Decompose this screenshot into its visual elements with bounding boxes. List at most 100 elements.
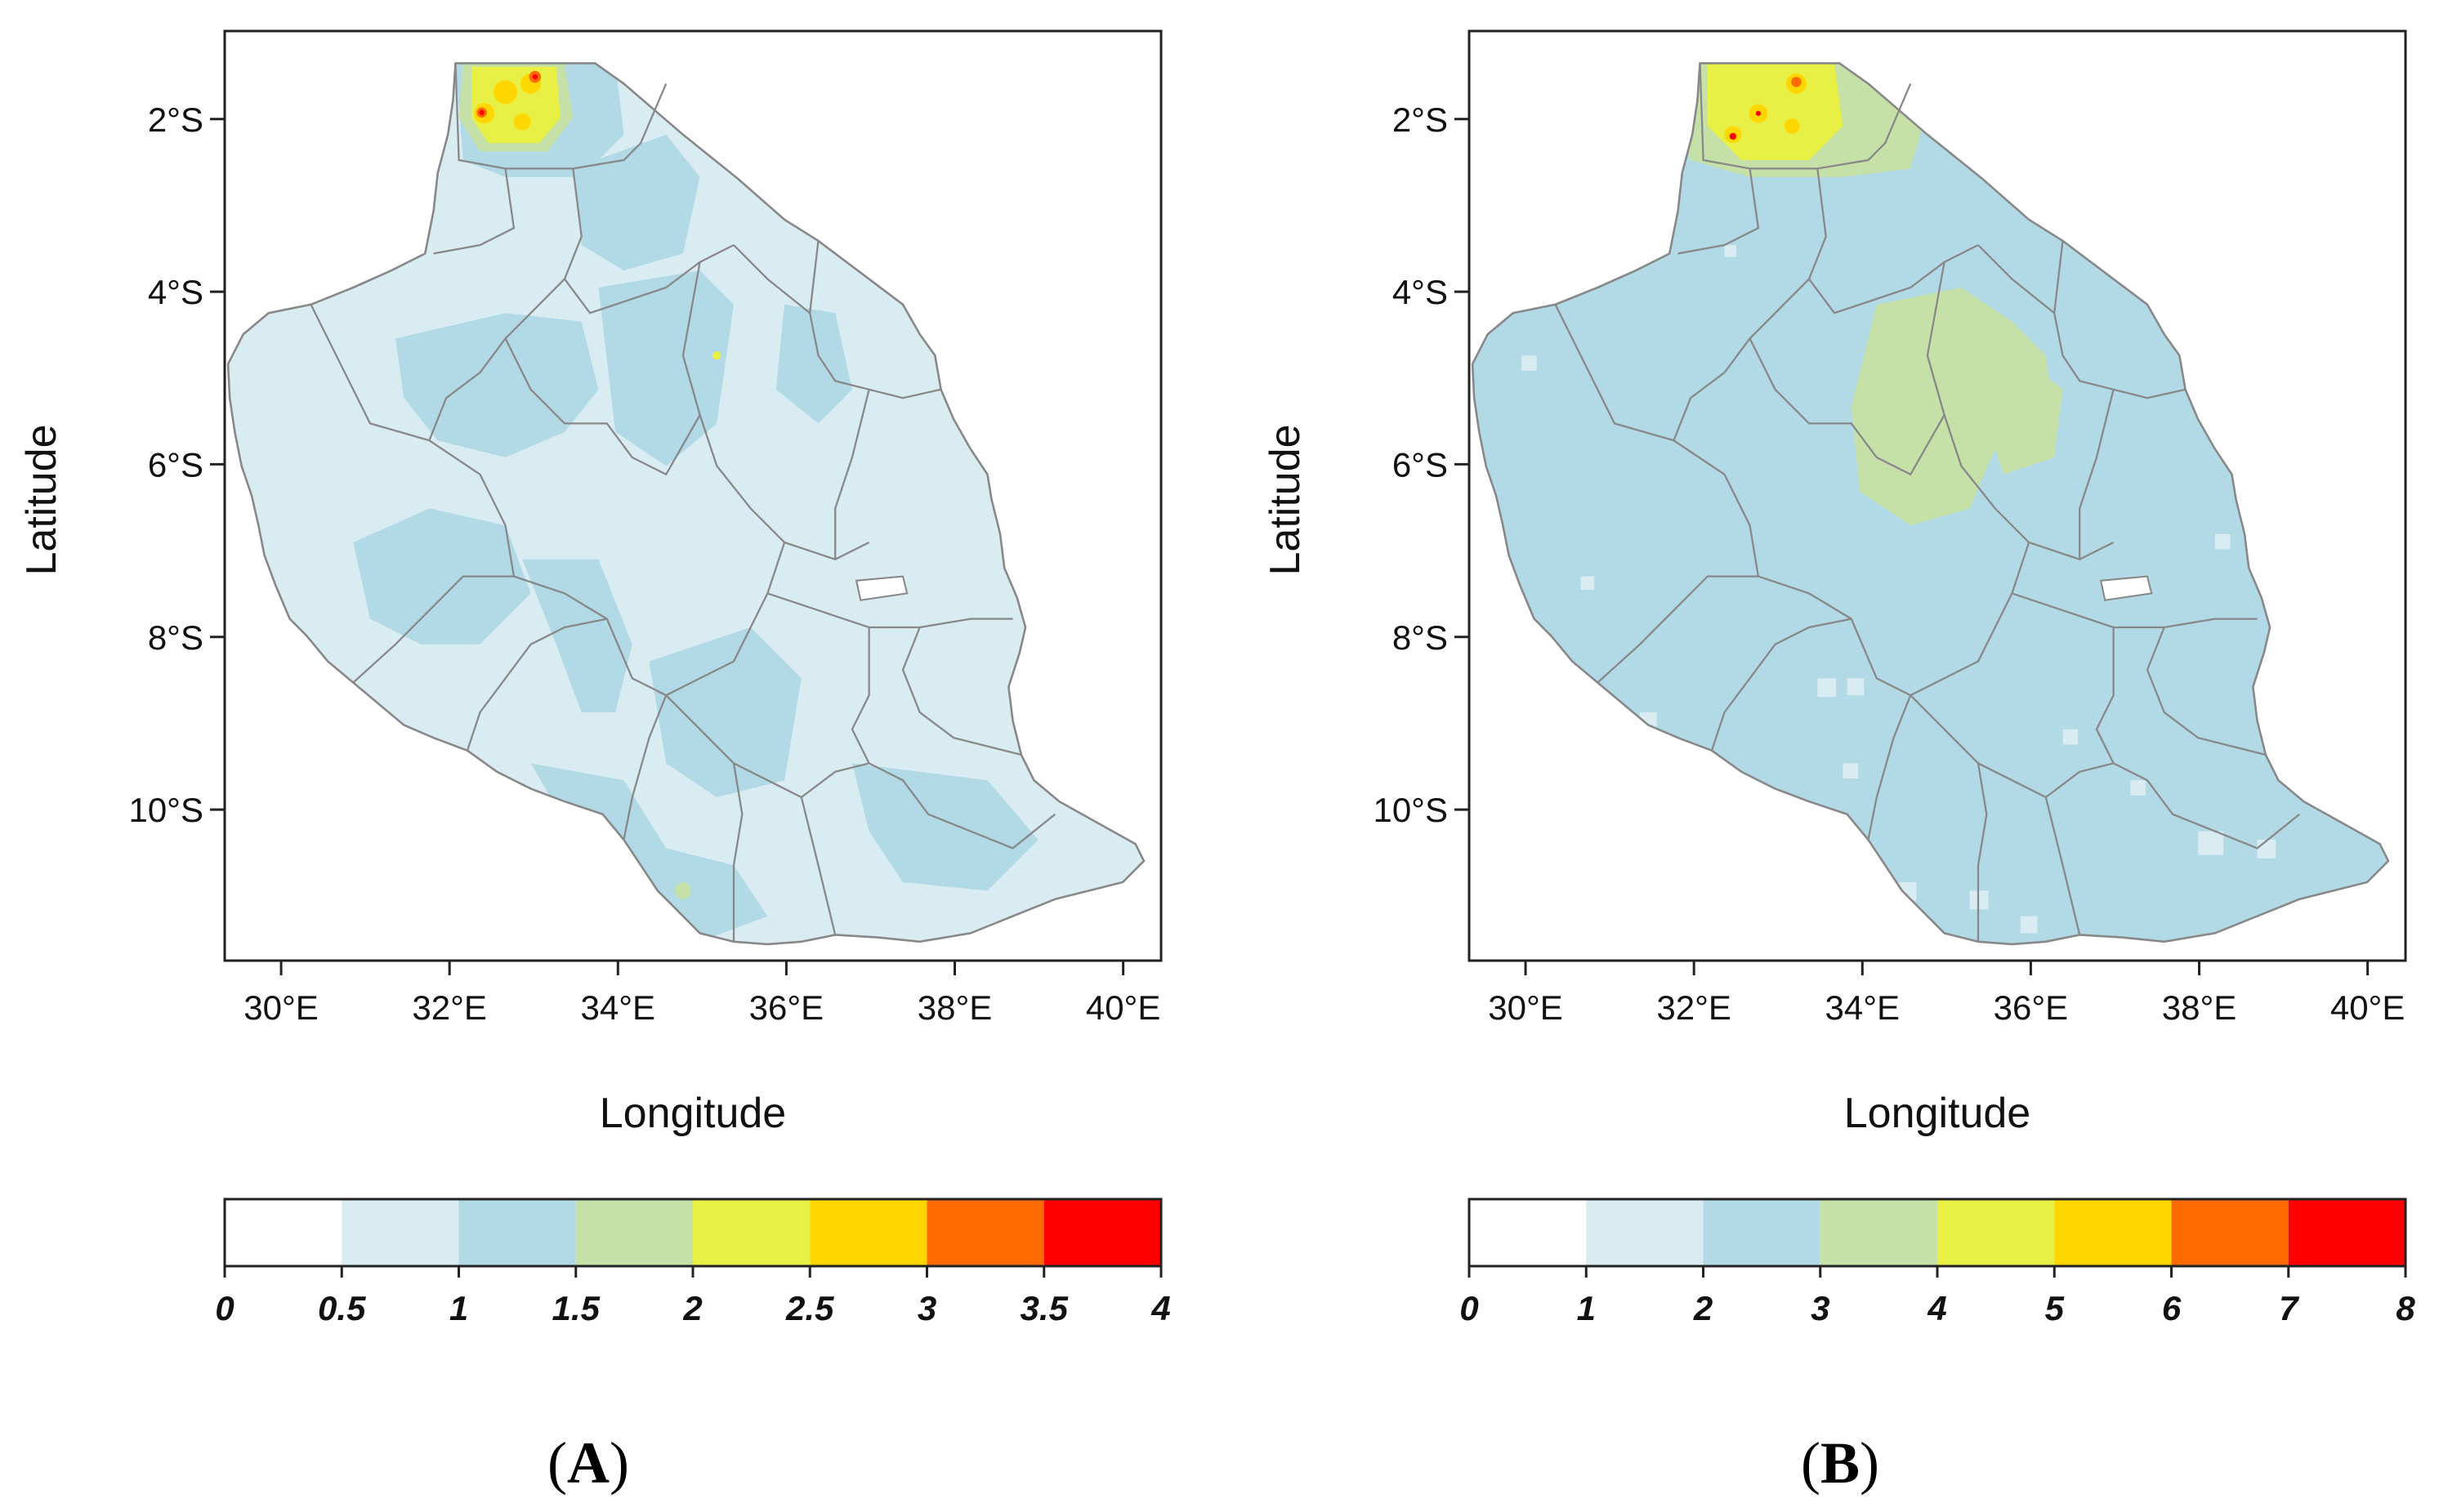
zone-1-2 [2020,916,2038,934]
map-frame [223,29,1163,962]
zone-1-2 [1521,355,1537,371]
map-panel-a: 30°E 32°E 34°E 36°E 38°E 40°E 2°S 4°S 6°S 8°S 10°… [18,29,1171,1496]
legend-break-label: 2 [1693,1289,1713,1327]
zone-3.5-4 [479,109,485,115]
x-tick-label: 32°E [1656,988,1731,1027]
legend-break-label: 5 [2045,1289,2065,1327]
legend-swatch [575,1199,693,1266]
legend-break-label: 2 [682,1289,702,1327]
x-axis-title: Longitude [1844,1090,2030,1137]
panel-label: (B) [1801,1430,1879,1496]
zone-1-1.5 [395,313,599,457]
zone-1-1.5 [775,304,852,424]
legend-swatch [810,1199,927,1266]
zone-3.5-4 [532,74,538,80]
y-axis: 2°S 4°S 6°S 8°S 10°S [1373,100,1469,829]
y-tick-label: 4°S [148,273,203,311]
legend-break-label: 0 [1459,1289,1478,1327]
zone-1-2 [1847,678,1865,696]
legend-colorbar: 0 1 2 3 4 5 6 7 8 [1459,1198,2415,1327]
legend-break-label: 2.5 [785,1289,834,1327]
zone-1-2 [2062,729,2079,745]
legend-swatch [2288,1199,2405,1266]
zone-2.5-3 [513,113,531,131]
zone-3-4 [1969,355,2063,475]
zone-1-2 [1724,245,1736,257]
zone-1-2 [2249,551,2264,567]
y-tick-label: 10°S [1373,791,1448,829]
legend-break-label: 3.5 [1021,1289,1069,1327]
zone-7-8 [1755,110,1762,116]
legend-swatch [342,1199,459,1266]
zone-1-1.5 [522,559,632,712]
x-tick-label: 38°E [2162,988,2237,1027]
y-tick-label: 10°S [128,791,203,829]
map-frame [1467,29,2407,962]
legend-swatch [2171,1199,2289,1266]
zone-1-2 [1580,576,1595,591]
legend-colorbar: 0 0.5 1 1.5 2 2.5 3 3.5 4 [215,1198,1171,1327]
zone-4-5 [1707,63,1843,160]
legend-swatch [458,1199,576,1266]
zone-1-2 [1843,763,1859,779]
x-tick-label: 34°E [1825,988,1901,1027]
zone-5-6 [1784,118,1800,134]
legend-swatch [1469,1199,1587,1266]
legend-break-label: 0.5 [318,1289,366,1327]
zone-6-7 [1791,77,1802,87]
legend-swatch [1820,1199,1937,1266]
legend-break-label: 1.5 [552,1289,601,1327]
zone-2-2.5 [674,882,692,899]
y-tick-label: 8°S [148,618,203,657]
panel-label: (A) [547,1430,629,1496]
y-tick-label: 2°S [148,100,203,139]
zone-3-4 [1851,288,2055,526]
legend-swatch [693,1199,811,1266]
legend-break-label: 7 [2279,1289,2299,1327]
zone-3-4 [2338,671,2353,685]
legend-break-label: 1 [1577,1289,1596,1327]
x-axis: 30°E 32°E 34°E 36°E 38°E 40°E [1488,961,2405,1027]
value-field [1521,63,2353,934]
x-tick-label: 30°E [1488,988,1563,1027]
zone-7-8 [1729,132,1736,140]
legend-swatch [2054,1199,2172,1266]
x-tick-label: 36°E [749,988,824,1027]
zone-1-1.5 [353,508,531,644]
zone-1-2 [1817,678,1837,698]
legend-swatch [1043,1199,1161,1266]
x-tick-label: 36°E [1994,988,2069,1027]
zone-1-1.5 [573,134,700,271]
legend-break-label: 0 [215,1289,234,1327]
legend-swatch [1937,1199,2055,1266]
x-tick-label: 40°E [1086,988,1161,1027]
legend-swatch [1586,1199,1704,1266]
y-tick-label: 6°S [1392,445,1448,484]
x-axis: 30°E 32°E 34°E 36°E 38°E 40°E [243,961,1160,1027]
y-tick-label: 6°S [148,445,203,484]
x-tick-label: 30°E [243,988,319,1027]
x-tick-label: 40°E [2330,988,2405,1027]
y-tick-label: 2°S [1392,100,1448,139]
legend-break-label: 8 [2396,1289,2415,1327]
y-axis-title: Latitude [1262,424,1309,575]
legend-swatch [1703,1199,1820,1266]
legend-break-label: 3 [918,1289,936,1327]
x-tick-label: 34°E [581,988,656,1027]
zone-1-2 [2198,831,2224,855]
zone-1-2 [2214,533,2231,550]
zone-1-1.5 [649,627,802,797]
y-tick-label: 4°S [1392,273,1448,311]
legend-break-label: 4 [1150,1289,1170,1327]
zone-2.5-3 [494,80,518,105]
legend-swatch [927,1199,1044,1266]
y-tick-label: 8°S [1392,618,1448,657]
y-axis: 2°S 4°S 6°S 8°S 10°S [128,100,225,829]
map-area [226,62,1146,946]
value-field [353,63,1039,942]
x-tick-label: 32°E [412,988,487,1027]
map-panel-b: 30°E 32°E 34°E 36°E 38°E 40°E 2°S 4°S 6°S 8°S 10°… [1262,29,2415,1496]
legend-break-label: 4 [1927,1289,1946,1327]
y-axis-title: Latitude [18,424,65,575]
